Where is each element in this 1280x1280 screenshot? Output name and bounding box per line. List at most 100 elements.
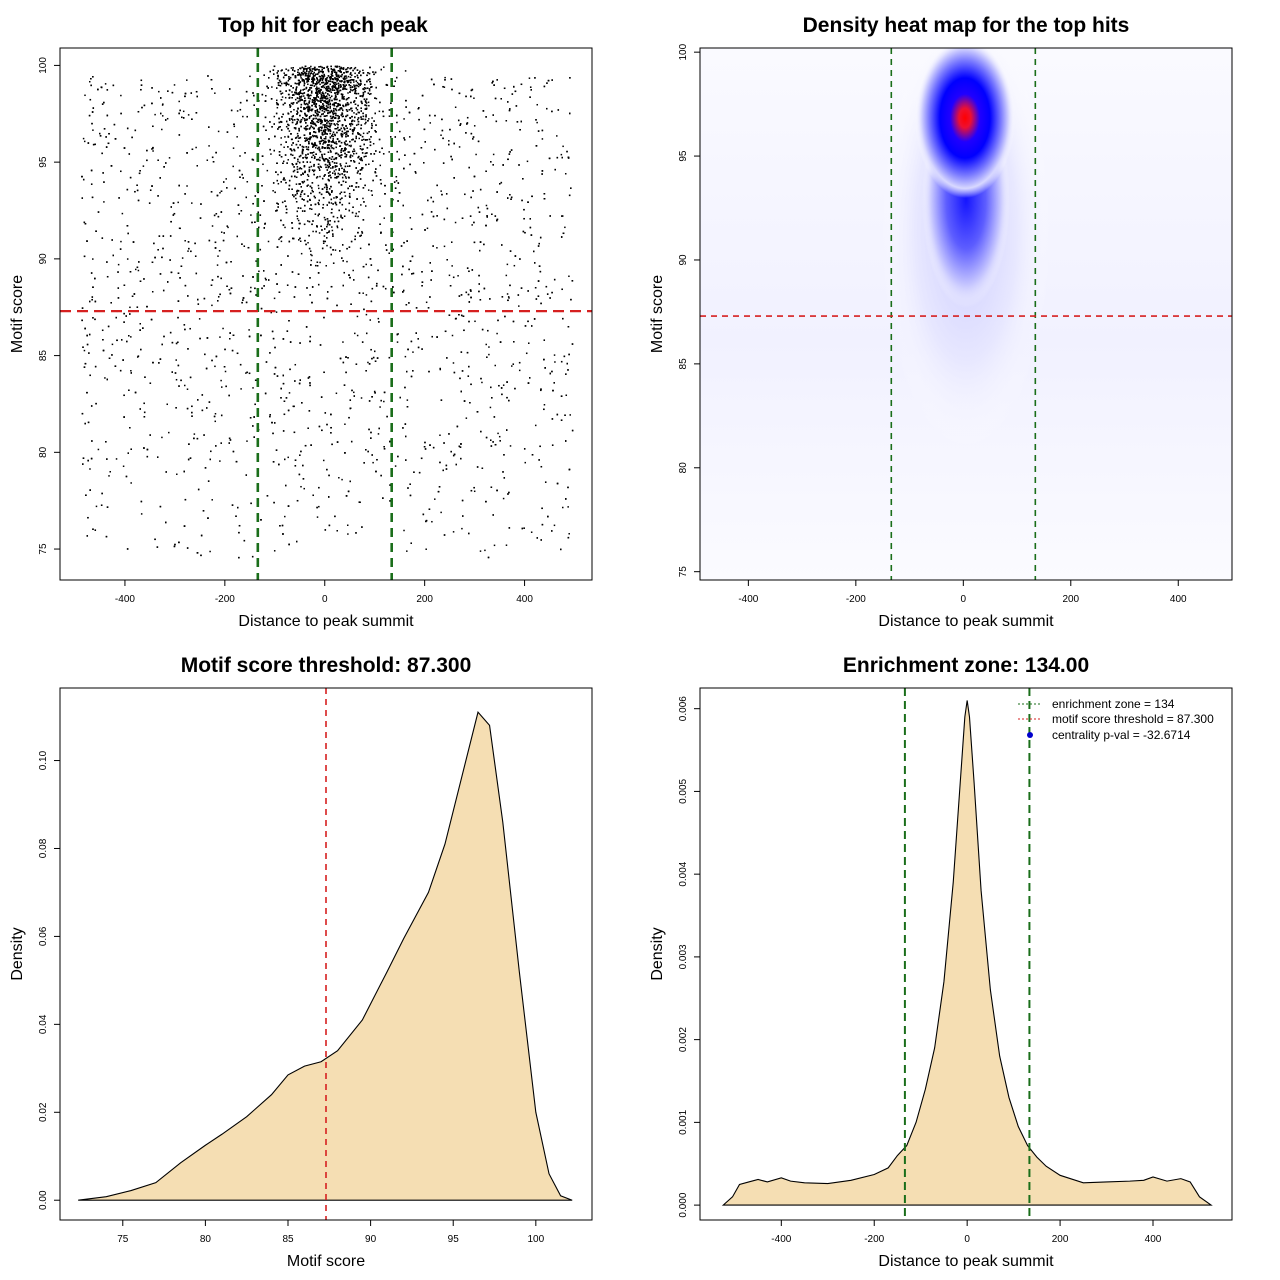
scatter-point	[240, 210, 243, 212]
scatter-point	[324, 228, 326, 230]
scatter-point	[358, 137, 360, 140]
scatter-point	[239, 363, 242, 366]
scatter-point	[354, 66, 357, 69]
scatter-point	[284, 226, 286, 229]
scatter-point	[280, 137, 282, 139]
scatter-point	[360, 124, 363, 126]
scatter-point	[325, 109, 327, 111]
scatter-point	[299, 81, 302, 83]
scatter-point	[379, 406, 381, 408]
scatter-point	[329, 220, 331, 222]
scatter-point	[370, 300, 373, 303]
scatter-point	[363, 308, 365, 311]
scatter-point	[301, 151, 304, 153]
scatter-point	[465, 95, 467, 98]
scatter-point	[127, 232, 129, 235]
scatter-point	[317, 100, 319, 102]
scatter-point	[276, 77, 279, 80]
scatter-point	[120, 112, 122, 115]
scatter-point	[90, 183, 93, 185]
scatter-point	[101, 152, 103, 155]
scatter-point	[337, 91, 340, 94]
scatter-point	[308, 376, 311, 378]
scatter-point	[337, 172, 339, 175]
scatter-point	[333, 220, 336, 223]
scatter-point	[211, 279, 214, 281]
scatter-point	[296, 83, 298, 85]
scatter-point	[282, 224, 285, 226]
scatter-point	[325, 191, 328, 193]
scatter-point	[306, 75, 309, 77]
scatter-point	[82, 463, 84, 465]
scatter-point	[560, 419, 563, 421]
scatter-point	[351, 155, 354, 157]
scatter-point	[343, 215, 346, 217]
scatter-point	[271, 126, 273, 128]
scatter-point	[507, 296, 510, 298]
scatter-point	[370, 264, 373, 266]
scatter-point	[395, 180, 398, 182]
scatter-point	[186, 185, 188, 187]
scatter-point	[553, 354, 556, 356]
scatter-point	[276, 72, 279, 74]
scatter-point	[450, 241, 453, 243]
scatter-point	[441, 118, 443, 121]
scatter-point	[329, 107, 331, 109]
scatter-point	[154, 113, 156, 116]
scatter-point	[328, 157, 331, 159]
scatter-point	[351, 79, 354, 81]
scatter-point	[345, 162, 348, 165]
scatter-point	[452, 454, 455, 457]
scatter-point	[278, 79, 281, 82]
scatter-point	[351, 139, 353, 141]
scatter-point	[361, 95, 364, 98]
scatter-point	[309, 94, 311, 97]
scatter-point	[225, 178, 227, 180]
scatter-point	[214, 420, 217, 423]
scatter-point	[549, 297, 551, 299]
scatter-point	[353, 391, 355, 394]
scatter-point	[340, 75, 343, 78]
scatter-point	[288, 320, 290, 322]
scatter-point	[322, 459, 325, 462]
scatter-point	[461, 217, 464, 219]
scatter-point	[325, 183, 328, 186]
scatter-point	[492, 441, 494, 443]
scatter-point	[438, 486, 441, 488]
scatter-point	[570, 187, 572, 189]
scatter-point	[470, 383, 472, 386]
scatter-point	[88, 333, 91, 336]
scatter-point	[340, 191, 343, 194]
scatter-point	[276, 99, 278, 102]
scatter-point	[364, 90, 366, 93]
scatter-point	[485, 116, 487, 118]
scatter-point	[432, 215, 435, 218]
scatter-point	[468, 270, 470, 273]
scatter-point	[340, 141, 343, 144]
scatter-point	[222, 181, 225, 183]
scatter-point	[364, 83, 366, 86]
scatter-point	[242, 115, 244, 118]
scatter-point	[152, 150, 154, 152]
scatter-point	[474, 320, 476, 323]
scatter-point	[292, 103, 294, 105]
scatter-point	[498, 435, 501, 438]
scatter-point	[316, 81, 318, 83]
scatter-point	[238, 531, 240, 534]
scatter-point	[434, 114, 436, 117]
scatter-point	[492, 153, 495, 156]
scatter-point	[562, 145, 564, 148]
scatter-point	[263, 270, 265, 272]
scatter-point	[323, 100, 325, 103]
scatter-point	[348, 202, 351, 205]
scatter-point	[561, 215, 564, 217]
scatter-point	[533, 250, 535, 253]
scatter-point	[208, 126, 210, 128]
scatter-point	[326, 423, 328, 426]
scatter-point	[313, 97, 315, 99]
scatter-point	[357, 133, 360, 135]
scatter-point	[328, 230, 331, 232]
scatter-point	[313, 131, 316, 133]
scatter-point	[310, 65, 312, 68]
scatter-point	[177, 364, 180, 367]
